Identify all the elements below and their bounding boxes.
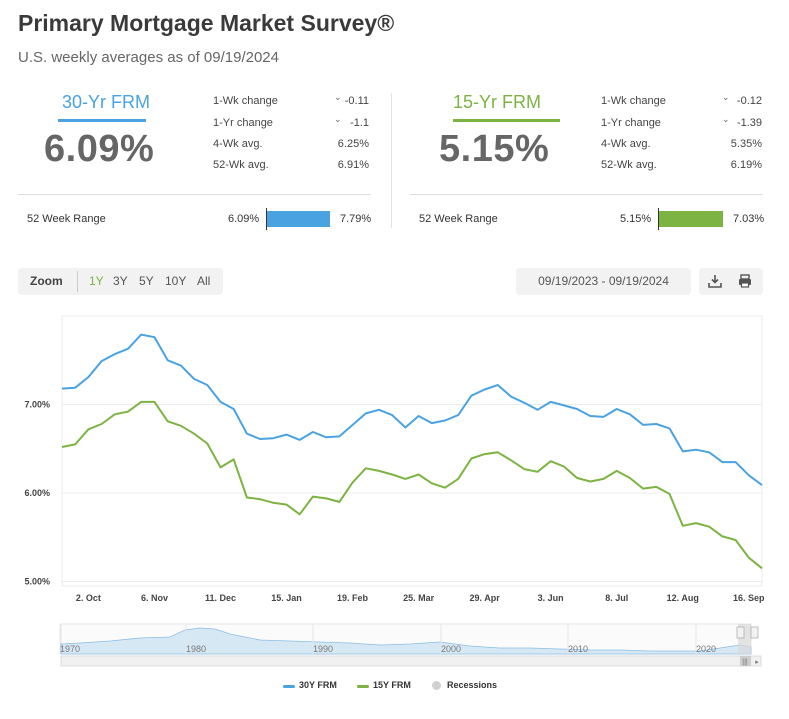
range-marker bbox=[658, 208, 659, 230]
print-icon[interactable] bbox=[737, 273, 753, 289]
range-bar-15yr bbox=[659, 211, 723, 227]
stat-value: 5.35% bbox=[730, 138, 762, 150]
stat-value: -0.12 bbox=[736, 95, 762, 107]
stat-label: 1-Wk change bbox=[213, 95, 278, 107]
stat-value: 6.19% bbox=[730, 159, 762, 171]
download-icon[interactable] bbox=[707, 273, 723, 289]
stat-value: -1.39 bbox=[736, 117, 762, 129]
zoom-1y-button[interactable]: 1Y bbox=[89, 274, 104, 288]
legend-item-15y[interactable]: 15Y FRM bbox=[373, 680, 411, 690]
navigator-year-label: 1970 bbox=[60, 644, 80, 654]
navigator-year-label: 2020 bbox=[696, 644, 716, 654]
range-label-15yr: 52 Week Range bbox=[419, 213, 498, 225]
zoom-toolbar bbox=[18, 268, 223, 295]
stat-label: 52-Wk avg. bbox=[213, 159, 269, 171]
stat-value: -1.1 bbox=[350, 117, 369, 129]
stat-label: 1-Yr change bbox=[601, 117, 661, 129]
stat-value: 6.91% bbox=[337, 159, 369, 171]
zoom-5y-button[interactable]: 5Y bbox=[139, 274, 154, 288]
rate-label-30yr: 30-Yr FRM bbox=[62, 92, 151, 112]
navigator-year-label: 2010 bbox=[568, 644, 588, 654]
rate-value-15yr: 5.15% bbox=[439, 128, 550, 170]
rate-value-30yr: 6.09% bbox=[44, 128, 155, 170]
svg-text:|||: ||| bbox=[742, 659, 748, 666]
stat-label: 4-Wk avg. bbox=[601, 138, 651, 150]
legend-swatch-recessions bbox=[432, 681, 441, 690]
divider bbox=[410, 194, 763, 195]
chevron-down-icon: ⌄ bbox=[722, 114, 730, 124]
page-subtitle: U.S. weekly averages as of 09/19/2024 bbox=[18, 49, 279, 66]
navigator-year-label: 2000 bbox=[441, 644, 461, 654]
divider bbox=[18, 194, 371, 195]
rate-underline-30yr bbox=[58, 119, 146, 122]
chevron-down-icon: ⌄ bbox=[334, 92, 342, 102]
zoom-all-button[interactable]: All bbox=[197, 274, 211, 288]
range-label-30yr: 52 Week Range bbox=[27, 213, 106, 225]
stat-value: 6.25% bbox=[337, 138, 369, 150]
range-high-15yr: 7.03% bbox=[733, 213, 765, 225]
zoom-label: Zoom bbox=[30, 274, 63, 288]
rate-underline-15yr bbox=[453, 119, 560, 122]
rate-label-15yr: 15-Yr FRM bbox=[453, 92, 542, 112]
range-low-30yr: 6.09% bbox=[228, 213, 260, 225]
range-high-30yr: 7.79% bbox=[340, 213, 372, 225]
range-low-15yr: 5.15% bbox=[620, 213, 652, 225]
page-title: Primary Mortgage Market Survey® bbox=[18, 10, 395, 36]
zoom-3y-button[interactable]: 3Y bbox=[113, 274, 128, 288]
stat-label: 52-Wk avg. bbox=[601, 159, 657, 171]
svg-text:▸: ▸ bbox=[755, 659, 759, 666]
navigator-year-label: 1980 bbox=[186, 644, 206, 654]
stat-label: 1-Wk change bbox=[601, 95, 666, 107]
date-range-selector[interactable]: 09/19/2023 - 09/19/2024 bbox=[516, 268, 691, 295]
stat-label: 1-Yr change bbox=[213, 117, 273, 129]
navigator-year-label: 1990 bbox=[313, 644, 333, 654]
zoom-10y-button[interactable]: 10Y bbox=[165, 274, 187, 288]
stat-label: 4-Wk avg. bbox=[213, 138, 263, 150]
legend-item-30y[interactable]: 30Y FRM bbox=[299, 680, 337, 690]
chart-actions bbox=[699, 268, 763, 295]
panel-divider bbox=[391, 93, 392, 228]
legend-item-recessions[interactable]: Recessions bbox=[447, 680, 498, 690]
chevron-down-icon: ⌄ bbox=[722, 92, 730, 102]
zoom-separator bbox=[77, 271, 78, 292]
range-bar-30yr bbox=[267, 211, 330, 227]
stat-value: -0.11 bbox=[344, 95, 369, 107]
legend-swatch-15y bbox=[357, 685, 369, 688]
range-marker bbox=[266, 208, 267, 230]
chevron-down-icon: ⌄ bbox=[334, 114, 342, 124]
legend-swatch-30y bbox=[283, 685, 295, 688]
